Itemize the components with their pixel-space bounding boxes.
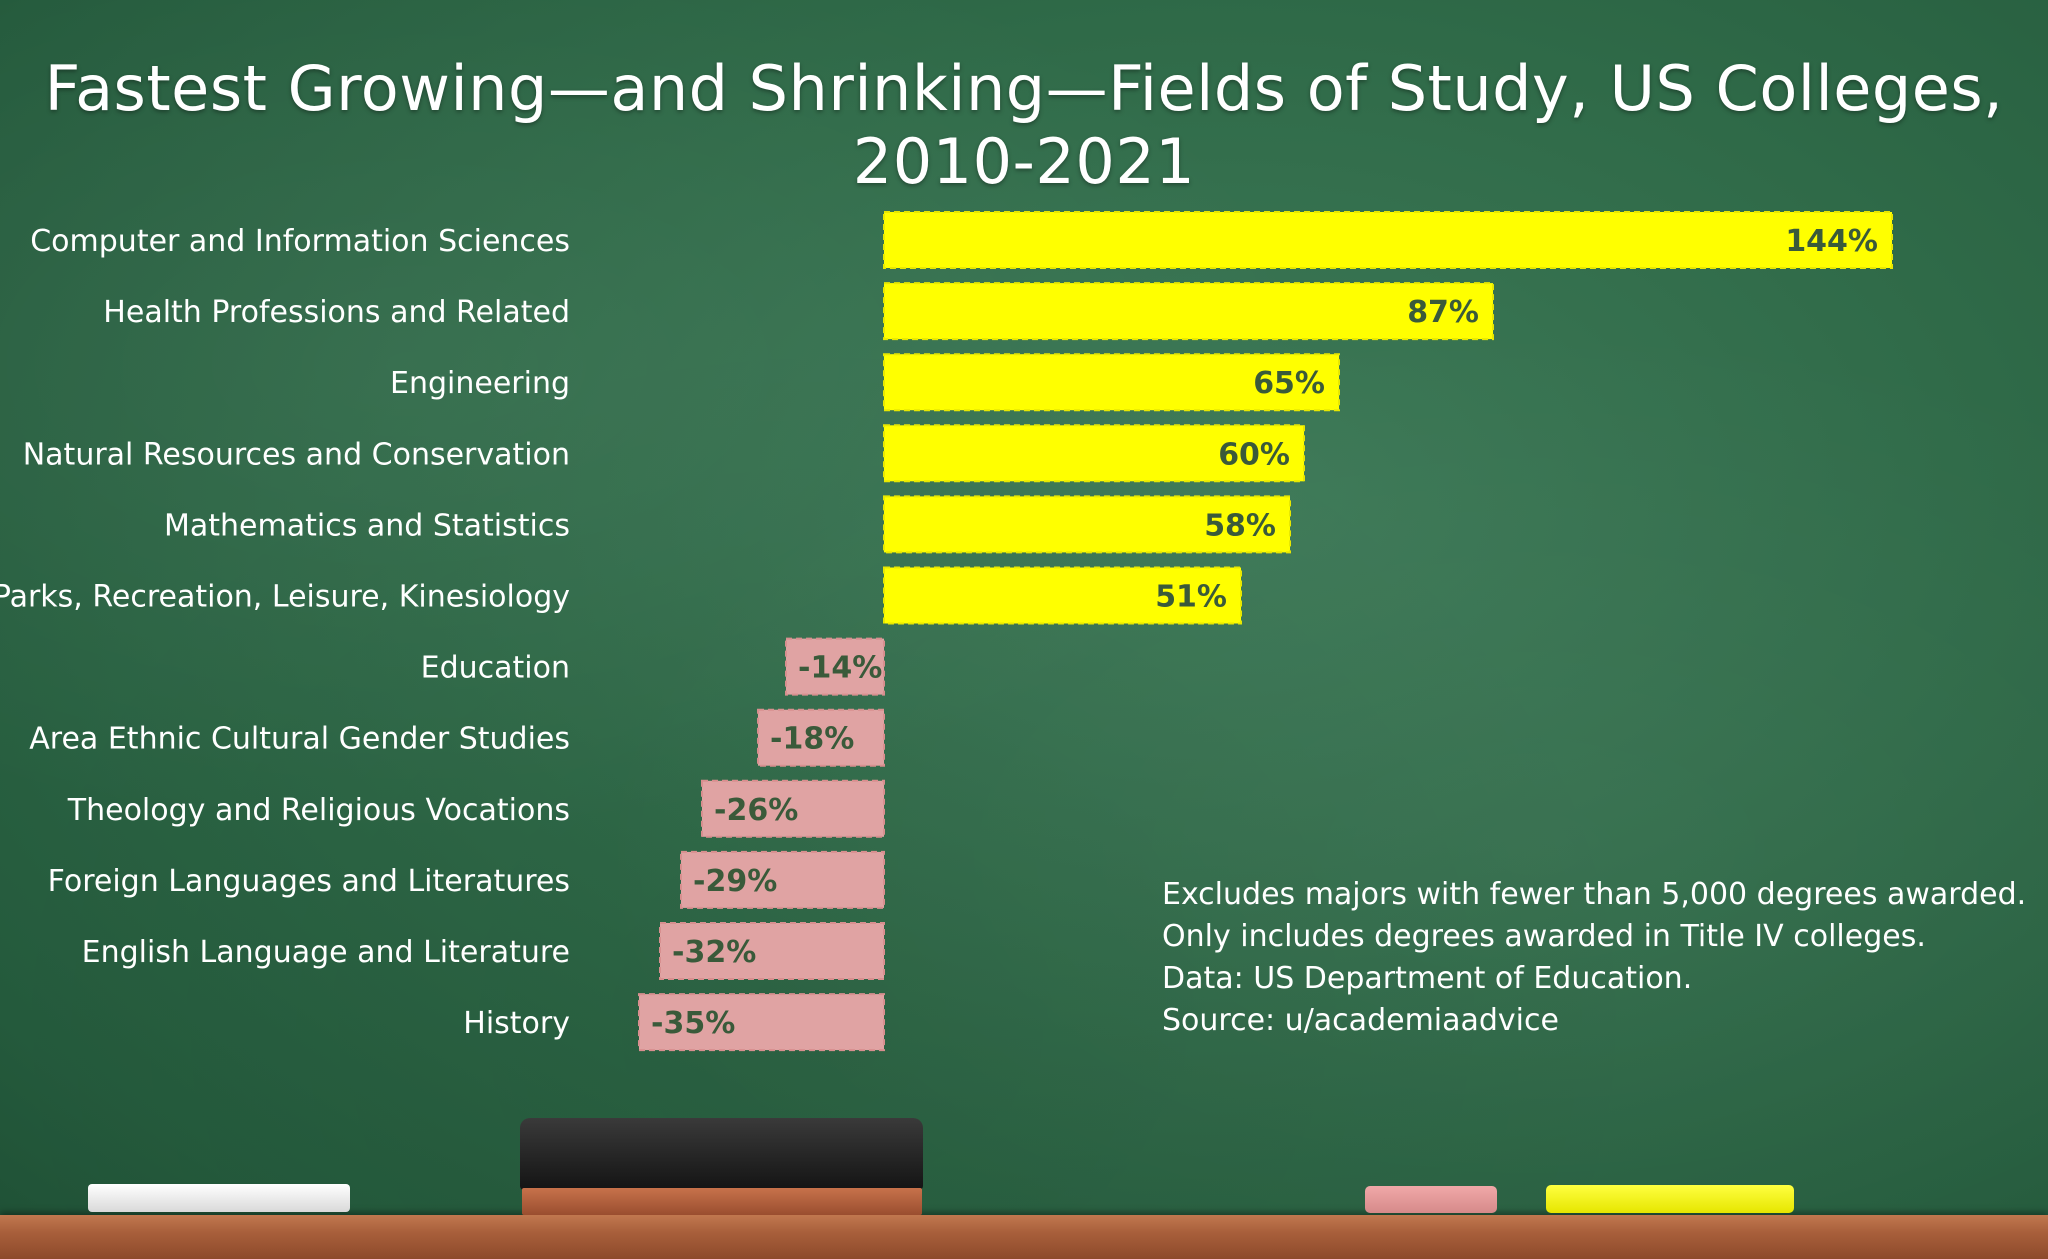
category-label: Engineering — [390, 366, 570, 401]
chart-notes: Excludes majors with fewer than 5,000 de… — [1162, 874, 2027, 1042]
bar — [883, 495, 1291, 554]
value-label: 51% — [1155, 580, 1227, 615]
note-data-source: Data: US Department of Education. — [1162, 961, 1693, 996]
value-label: -18% — [770, 722, 854, 757]
chalk-ledge — [0, 1215, 2048, 1259]
bar — [883, 353, 1340, 412]
note-source-credit: Source: u/academiaadvice — [1162, 1003, 1559, 1038]
category-label: Area Ethnic Cultural Gender Studies — [29, 722, 570, 757]
bar — [883, 211, 1893, 269]
bar — [785, 637, 885, 696]
bar — [883, 282, 1494, 341]
value-label: 58% — [1204, 508, 1276, 543]
category-label: Theology and Religious Vocations — [67, 793, 570, 828]
value-label: 87% — [1407, 295, 1479, 330]
category-label: History — [463, 1006, 570, 1041]
value-label: 144% — [1785, 224, 1878, 259]
value-label: -29% — [693, 864, 777, 899]
category-label: Parks, Recreation, Leisure, Kinesiology — [0, 580, 570, 615]
note-title-iv: Only includes degrees awarded in Title I… — [1162, 919, 1926, 954]
category-label: Health Professions and Related — [103, 295, 570, 330]
category-label: Foreign Languages and Literatures — [48, 864, 570, 899]
bar — [638, 993, 885, 1052]
chart-title: Fastest Growing—and Shrinking—Fields of … — [44, 52, 2004, 198]
value-label: 65% — [1253, 366, 1325, 401]
bar — [659, 922, 885, 980]
value-label: -32% — [672, 935, 756, 970]
category-label: English Language and Literature — [82, 935, 570, 970]
bar — [757, 708, 885, 767]
bar — [680, 850, 885, 909]
category-label: Mathematics and Statistics — [164, 508, 570, 543]
category-label: Natural Resources and Conservation — [23, 437, 570, 472]
bar — [883, 566, 1242, 625]
category-label: Education — [421, 651, 570, 686]
white-chalk — [88, 1184, 350, 1212]
bar — [883, 424, 1305, 483]
yellow-chalk — [1546, 1185, 1794, 1213]
eraser-felt — [520, 1118, 923, 1190]
bar — [701, 779, 885, 838]
pink-chalk — [1365, 1186, 1497, 1213]
note-exclusion: Excludes majors with fewer than 5,000 de… — [1162, 877, 2027, 912]
value-label: -14% — [798, 651, 882, 686]
value-label: -26% — [714, 793, 798, 828]
value-label: -35% — [651, 1006, 735, 1041]
eraser-base — [522, 1188, 922, 1215]
value-label: 60% — [1218, 437, 1290, 472]
category-label: Computer and Information Sciences — [30, 224, 570, 259]
